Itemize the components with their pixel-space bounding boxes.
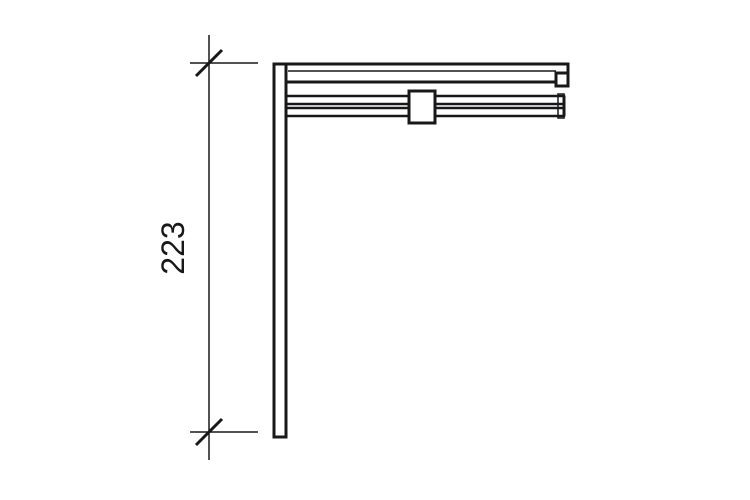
center-bracket [409,91,435,123]
dimension-group: 223 [155,35,258,460]
top-slab [274,64,568,82]
top-right-lip [556,73,568,86]
dimension-value: 223 [155,221,191,274]
object-group [274,64,568,437]
technical-drawing: 223 [0,0,750,500]
